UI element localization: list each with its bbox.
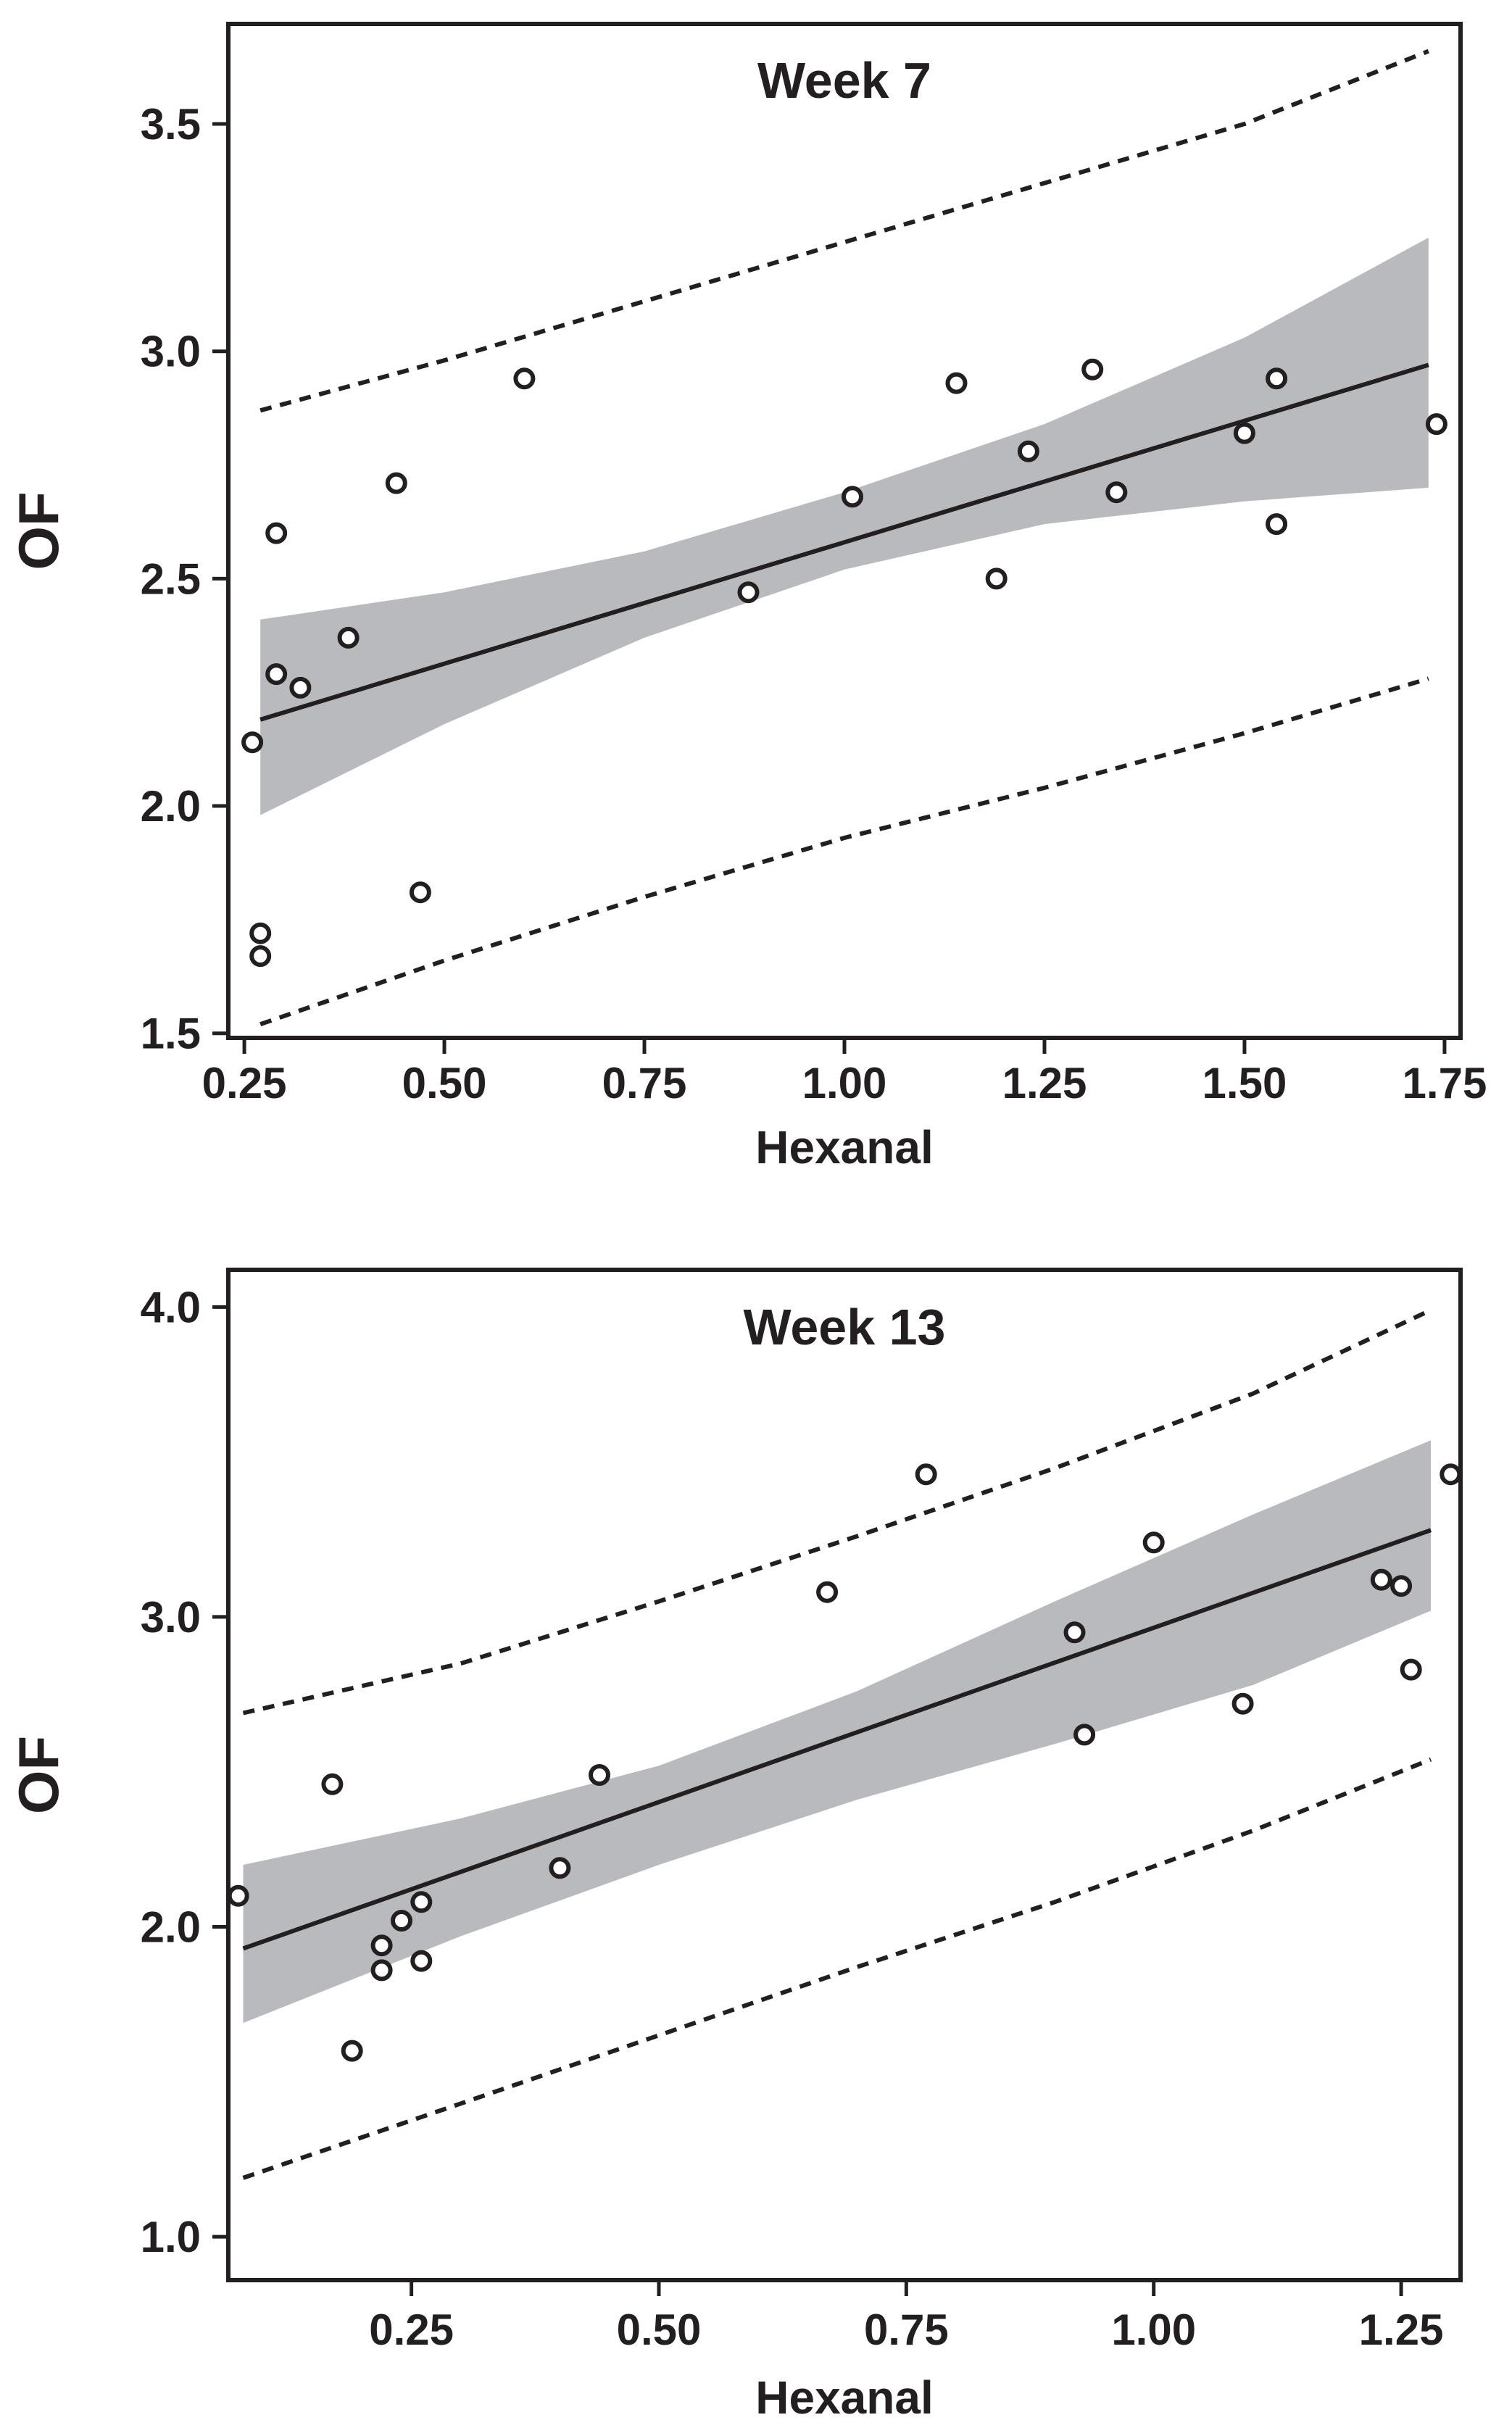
week7-title: Week 7: [757, 52, 931, 109]
week13-fit-line: [242, 1528, 1432, 1951]
week7-y-tick-label: 2.0: [141, 782, 201, 831]
week13-data-point: [1440, 1463, 1462, 1486]
week7-x-tick-label: 0.25: [202, 1059, 287, 1107]
week13-data-point: [1231, 1692, 1254, 1715]
week7-data-point: [985, 567, 1008, 590]
week7-y-tick-label: 3.0: [141, 328, 201, 376]
week13-plot-area: [242, 1307, 1432, 2180]
week13-y-tick-label: 2.0: [141, 1903, 201, 1952]
week7-data-point: [249, 945, 272, 968]
week13-data-point: [1063, 1621, 1086, 1644]
week13-x-axis-label: Hexanal: [755, 2371, 933, 2424]
week13-x-tick-label: 0.25: [369, 2306, 454, 2354]
week13-data-point: [227, 1884, 249, 1907]
week7-data-point: [513, 367, 536, 390]
week7-y-tick-label: 2.5: [141, 554, 201, 603]
week7-data-point: [265, 663, 288, 686]
week13-data-point: [1073, 1724, 1096, 1746]
week13-data-point: [915, 1463, 937, 1486]
week7-y-tick-label: 3.5: [141, 100, 201, 149]
week13-data-point: [1400, 1658, 1422, 1681]
week13-y-tick-label: 1.0: [141, 2213, 201, 2261]
week7-x-tick-label: 1.25: [1002, 1059, 1087, 1107]
week13-data-point: [549, 1857, 571, 1879]
week13-prediction-upper-line: [242, 1307, 1432, 1716]
week7-data-point: [737, 581, 760, 604]
week7-x-tick-label: 0.75: [602, 1059, 687, 1107]
week7-data-point: [409, 881, 431, 904]
week7-data-point: [1081, 358, 1104, 381]
week7-confidence-band: [260, 237, 1429, 815]
week7-x-tick-label: 1.75: [1403, 1059, 1487, 1107]
week13-y-tick-label: 4.0: [141, 1283, 201, 1331]
week13-data-point: [1370, 1568, 1392, 1591]
week13-x-tick-label: 0.75: [864, 2306, 949, 2354]
week7-x-axis-label: Hexanal: [755, 1121, 933, 1173]
week13-data-point: [410, 1950, 433, 1972]
week7-data-point: [289, 676, 312, 699]
week13-data-point: [1142, 1531, 1165, 1554]
week7-prediction-upper-line: [259, 49, 1429, 413]
week7-data-point: [1105, 481, 1128, 504]
week13-data-point: [321, 1773, 344, 1795]
week7-y-axis-label: OF: [7, 491, 70, 570]
week7-y-tick-label: 1.5: [141, 1010, 201, 1058]
week7-data-point: [241, 731, 264, 754]
week13-confidence-band: [243, 1440, 1431, 2024]
week7-data-point: [385, 472, 407, 494]
week13-data-point: [370, 1934, 393, 1957]
week7-x-tick-label: 0.50: [402, 1059, 487, 1107]
week7-x-tick-label: 1.50: [1202, 1059, 1287, 1107]
week7-data-point: [945, 372, 968, 394]
week13-y-tick-label: 3.0: [141, 1593, 201, 1642]
week13-x-tick-label: 0.50: [617, 2306, 702, 2354]
week7-data-point: [265, 522, 288, 544]
week13-y-axis-label: OF: [7, 1736, 70, 1814]
week7-x-tick-label: 1.00: [802, 1059, 887, 1107]
week-13-panel: 0.25 0.50 0.75 1.00 1.25 1.0 2.0 3.0 4.0 Week 13 H…: [7, 1268, 1463, 2424]
week7-prediction-lower-line: [259, 676, 1429, 1027]
week13-prediction-lower-line: [242, 1757, 1432, 2180]
week7-fit-line: [259, 362, 1429, 722]
week13-data-point: [391, 1910, 412, 1932]
week13-data-point: [410, 1891, 433, 1913]
week7-data-point: [249, 922, 272, 944]
week13-data-point: [1390, 1575, 1413, 1597]
week7-plot-area: [259, 49, 1429, 1027]
week13-x-tick-label: 1.00: [1111, 2306, 1196, 2354]
week13-plot-frame: [226, 1268, 1463, 2282]
week7-data-point: [1425, 413, 1447, 436]
week7-data-point: [1266, 513, 1288, 536]
week7-data-point: [1233, 422, 1255, 444]
week13-data-point: [370, 1959, 393, 1982]
week7-data-point: [842, 486, 863, 508]
week13-data-point: [589, 1764, 610, 1786]
week-7-panel: 0.25 0.50 0.75 1.00 1.25 1.50 1.75 1.5 2.0 2.5 3.0…: [7, 22, 1487, 1173]
week13-title: Week 13: [744, 1299, 946, 1355]
week13-x-tick-label: 1.25: [1359, 2306, 1444, 2354]
week7-data-point: [1266, 367, 1288, 390]
week7-data-point: [1017, 440, 1039, 462]
week13-data-point: [341, 2040, 363, 2062]
week7-data-point: [337, 626, 360, 649]
week13-data-point: [816, 1581, 839, 1603]
